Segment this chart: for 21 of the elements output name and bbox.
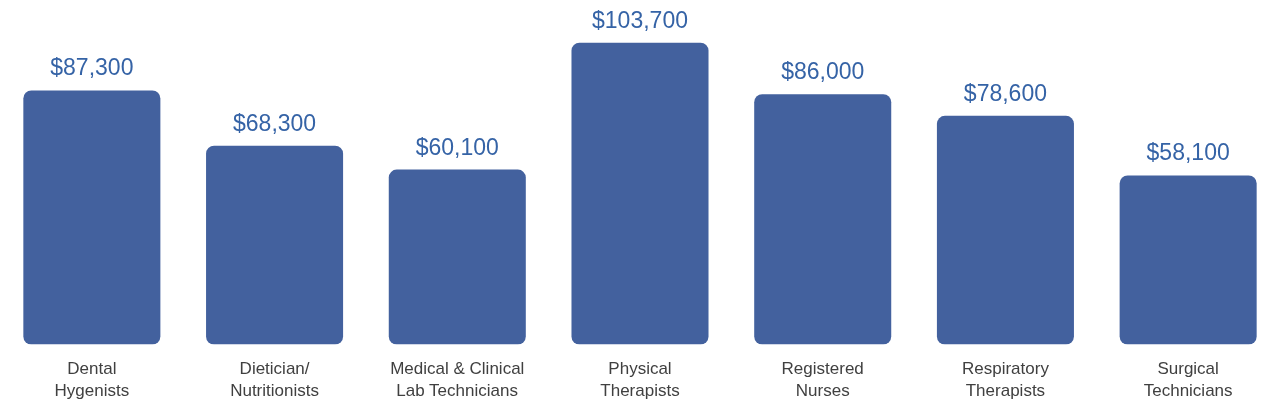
data-label: $103,700 <box>592 6 688 33</box>
data-label: $78,600 <box>963 79 1047 106</box>
bar <box>1119 175 1257 345</box>
bar <box>936 115 1074 345</box>
x-tick-label: Medical & Clinical Lab Technicians <box>390 358 525 401</box>
x-tick-label: Respiratory Therapists <box>961 358 1050 401</box>
data-label: $86,000 <box>781 58 865 85</box>
x-tick-label: Dietician/ Nutritionists <box>230 358 319 401</box>
data-label: $68,300 <box>233 109 317 136</box>
bar <box>23 90 161 345</box>
x-tick-label: Physical Therapists <box>600 358 680 401</box>
data-label: $60,100 <box>415 133 499 160</box>
bar <box>388 169 526 345</box>
bar <box>571 42 709 345</box>
bar <box>206 145 344 345</box>
x-tick-label: Surgical Technicians <box>1143 358 1233 401</box>
bar <box>754 94 892 345</box>
x-tick-label: Dental Hygenists <box>54 358 130 401</box>
data-label: $87,300 <box>50 54 134 81</box>
x-tick-label: Registered Nurses <box>781 358 864 401</box>
data-label: $58,100 <box>1146 139 1230 166</box>
